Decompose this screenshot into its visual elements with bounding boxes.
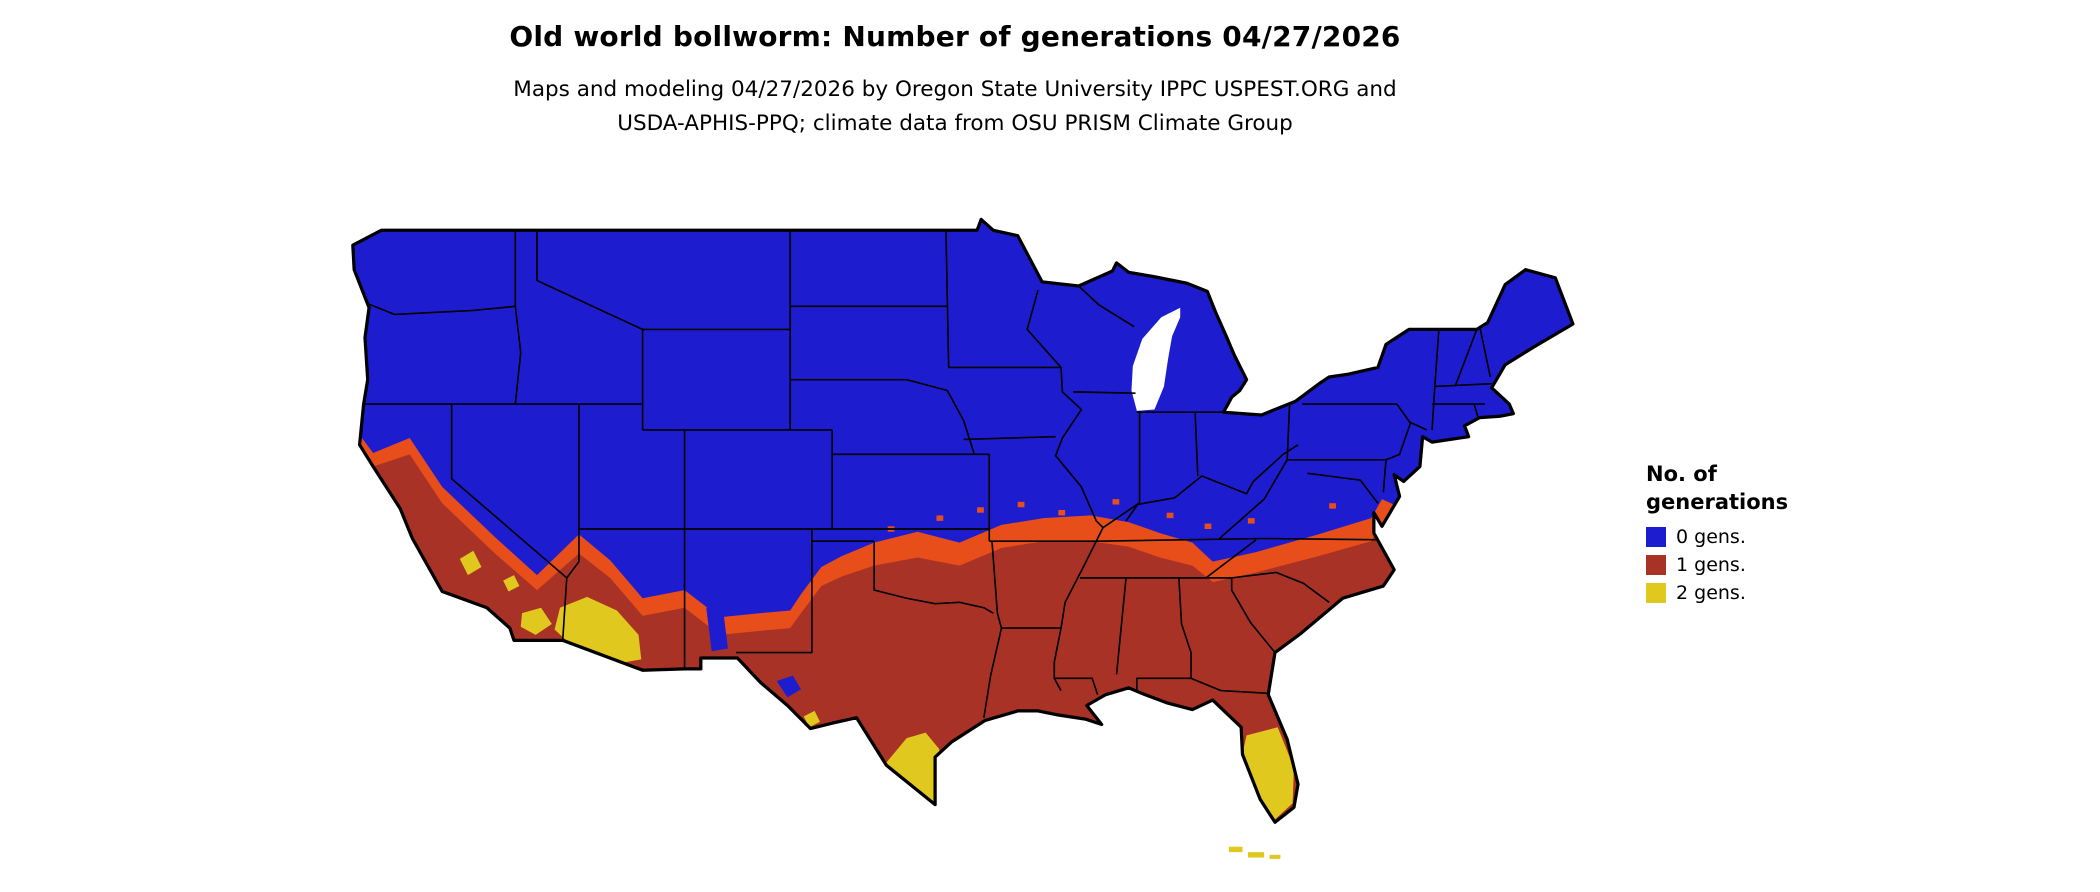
page-title: Old world bollworm: Number of generation… <box>509 20 1401 53</box>
legend-swatch-1-gens <box>1646 555 1666 575</box>
legend-rows: 0 gens. 1 gens. 2 gens. <box>1646 526 1788 604</box>
legend-label-1-gens: 1 gens. <box>1676 554 1746 576</box>
legend-title-line-2: generations <box>1646 490 1789 514</box>
legend: No. of generations 0 gens. 1 gens. 2 gen… <box>1646 460 1788 610</box>
legend-swatch-0-gens <box>1646 527 1666 547</box>
map-blue-enclaves <box>706 605 802 698</box>
us-generations-map <box>300 176 1600 882</box>
legend-item-1-gens: 1 gens. <box>1646 554 1788 576</box>
legend-title: No. of generations <box>1646 460 1788 516</box>
legend-item-0-gens: 0 gens. <box>1646 526 1788 548</box>
subtitle-line-2: USDA-APHIS-PPQ; climate data from OSU PR… <box>617 111 1293 136</box>
legend-label-0-gens: 0 gens. <box>1676 526 1746 548</box>
page-subtitle: Maps and modeling 04/27/2026 by Oregon S… <box>5 73 1905 141</box>
us-outline <box>351 217 1575 824</box>
legend-title-line-1: No. of <box>1646 462 1717 486</box>
lake-michigan <box>1131 307 1181 411</box>
state-borders <box>363 230 1492 718</box>
florida-keys <box>1228 846 1281 859</box>
header: Old world bollworm: Number of generation… <box>5 20 1905 141</box>
legend-swatch-2-gens <box>1646 583 1666 603</box>
legend-label-2-gens: 2 gens. <box>1676 582 1746 604</box>
subtitle-line-1: Maps and modeling 04/27/2026 by Oregon S… <box>513 77 1397 102</box>
legend-item-2-gens: 2 gens. <box>1646 582 1788 604</box>
map-svg <box>351 217 1575 859</box>
